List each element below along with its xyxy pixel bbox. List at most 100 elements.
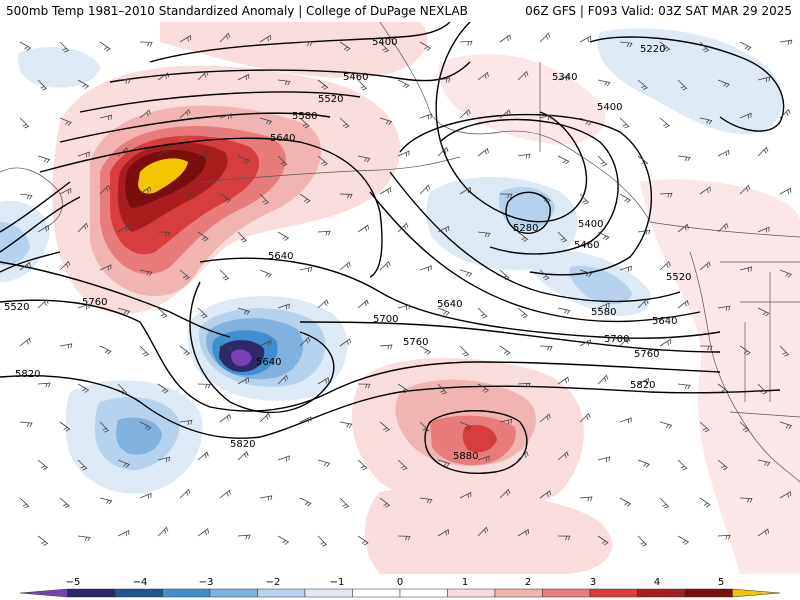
wind-barb bbox=[397, 383, 409, 394]
wind-barb bbox=[259, 339, 272, 347]
wind-barb bbox=[517, 153, 531, 159]
legend-tick-4: 4 bbox=[654, 577, 660, 588]
border-canada-us bbox=[649, 221, 800, 238]
wind-barb bbox=[477, 455, 490, 462]
wind-barb bbox=[477, 307, 488, 319]
wind-barb bbox=[597, 231, 610, 241]
wind-barb bbox=[117, 529, 130, 537]
wind-barb bbox=[619, 193, 632, 203]
wind-barb bbox=[677, 79, 688, 91]
wind-barb bbox=[197, 451, 209, 461]
coastline-alaska bbox=[379, 22, 651, 223]
wind-barb bbox=[117, 383, 128, 395]
wind-barb bbox=[699, 186, 712, 195]
wind-barb bbox=[139, 186, 151, 195]
wind-barb bbox=[699, 497, 711, 508]
wind-barb bbox=[357, 535, 369, 546]
wind-barb bbox=[757, 459, 771, 467]
wind-barb bbox=[157, 307, 168, 319]
wind-barb bbox=[77, 222, 89, 233]
wind-barb bbox=[659, 338, 672, 347]
wind-barb bbox=[317, 459, 331, 467]
wind-barb bbox=[197, 383, 211, 389]
wind-barb bbox=[157, 147, 169, 157]
map-header: 500mb Temp 1981–2010 Standardized Anomal… bbox=[0, 0, 800, 22]
contour-5520-west bbox=[0, 251, 61, 273]
cool-region-southwest-3 bbox=[116, 417, 162, 455]
contour-5700 bbox=[0, 261, 721, 353]
wind-barb bbox=[717, 149, 730, 157]
wind-barb bbox=[117, 78, 131, 84]
legend-tick-0: 0 bbox=[397, 577, 403, 588]
wind-barb bbox=[619, 41, 633, 48]
wind-barb bbox=[717, 79, 730, 88]
contour-label-5760-a: 5760 bbox=[82, 297, 107, 308]
wind-barb bbox=[499, 345, 511, 356]
anomaly-shading bbox=[0, 22, 800, 574]
wind-barb bbox=[517, 382, 531, 388]
wind-barb bbox=[339, 41, 351, 52]
wind-barb bbox=[59, 187, 72, 195]
wind-barb bbox=[557, 231, 568, 243]
wind-barb bbox=[379, 41, 390, 53]
wind-barb bbox=[459, 109, 471, 119]
wind-barb bbox=[379, 344, 393, 350]
wind-barb bbox=[139, 421, 152, 431]
wind-barb bbox=[379, 187, 392, 195]
wind-barb bbox=[579, 35, 592, 43]
wind-barb bbox=[717, 459, 728, 470]
wind-barb bbox=[259, 193, 270, 205]
wind-barb bbox=[19, 41, 32, 51]
wind-barb bbox=[197, 528, 210, 537]
wind-barb bbox=[659, 41, 671, 52]
contour-5460-north bbox=[109, 61, 471, 83]
wind-barb bbox=[539, 413, 551, 423]
contour-label-5640-b: 5640 bbox=[652, 316, 677, 327]
wind-barb bbox=[219, 193, 232, 203]
wind-barb bbox=[59, 497, 70, 509]
wind-barb bbox=[59, 343, 73, 349]
wind-barb bbox=[637, 79, 648, 90]
wind-barb bbox=[77, 151, 90, 158]
wind-barb bbox=[539, 32, 551, 43]
wind-barb bbox=[237, 451, 249, 461]
wind-barb bbox=[477, 231, 491, 238]
wind-barb bbox=[59, 117, 72, 126]
contour-5460-west bbox=[0, 181, 71, 233]
wind-barb bbox=[19, 497, 30, 509]
wind-barb bbox=[477, 526, 489, 537]
wind-barb bbox=[499, 488, 511, 499]
coastlines bbox=[0, 22, 800, 483]
wind-barb bbox=[619, 336, 631, 347]
wind-barb bbox=[779, 269, 792, 278]
contour-5820 bbox=[0, 375, 781, 439]
cool-region-northeast bbox=[597, 28, 783, 134]
wind-barb bbox=[659, 192, 673, 198]
wind-barb bbox=[339, 497, 350, 509]
contour-label-5820-a: 5820 bbox=[15, 369, 40, 380]
wind-barb bbox=[419, 41, 432, 51]
wind-barb bbox=[397, 79, 410, 89]
legend-swatch bbox=[209, 588, 258, 598]
wind-barb bbox=[379, 261, 391, 271]
cool-region-northwest bbox=[18, 47, 100, 88]
contour-label-5400-a: 5400 bbox=[372, 37, 397, 48]
contour-label-5520-a: 5520 bbox=[318, 94, 343, 105]
wind-barb bbox=[37, 459, 48, 470]
wind-barb bbox=[339, 193, 353, 199]
wind-barb bbox=[499, 34, 512, 43]
wind-barb bbox=[237, 534, 251, 540]
contour-label-5880-a: 5880 bbox=[453, 451, 478, 462]
wind-barb bbox=[579, 269, 593, 278]
wind-barb bbox=[579, 193, 590, 205]
wind-barb bbox=[259, 495, 273, 501]
contour-label-5640-c: 5640 bbox=[268, 251, 293, 262]
wind-barb bbox=[99, 184, 111, 195]
contour-5580-low bbox=[369, 191, 701, 323]
contour-labels: 5400 5460 5520 5580 5640 5220 5340 5400 … bbox=[4, 37, 691, 462]
cool-region-west-edge-2 bbox=[0, 222, 30, 266]
wind-barb bbox=[357, 383, 371, 389]
wind-barb bbox=[37, 79, 48, 91]
legend-swatch bbox=[399, 588, 448, 598]
coastline-aleutians bbox=[199, 156, 461, 183]
